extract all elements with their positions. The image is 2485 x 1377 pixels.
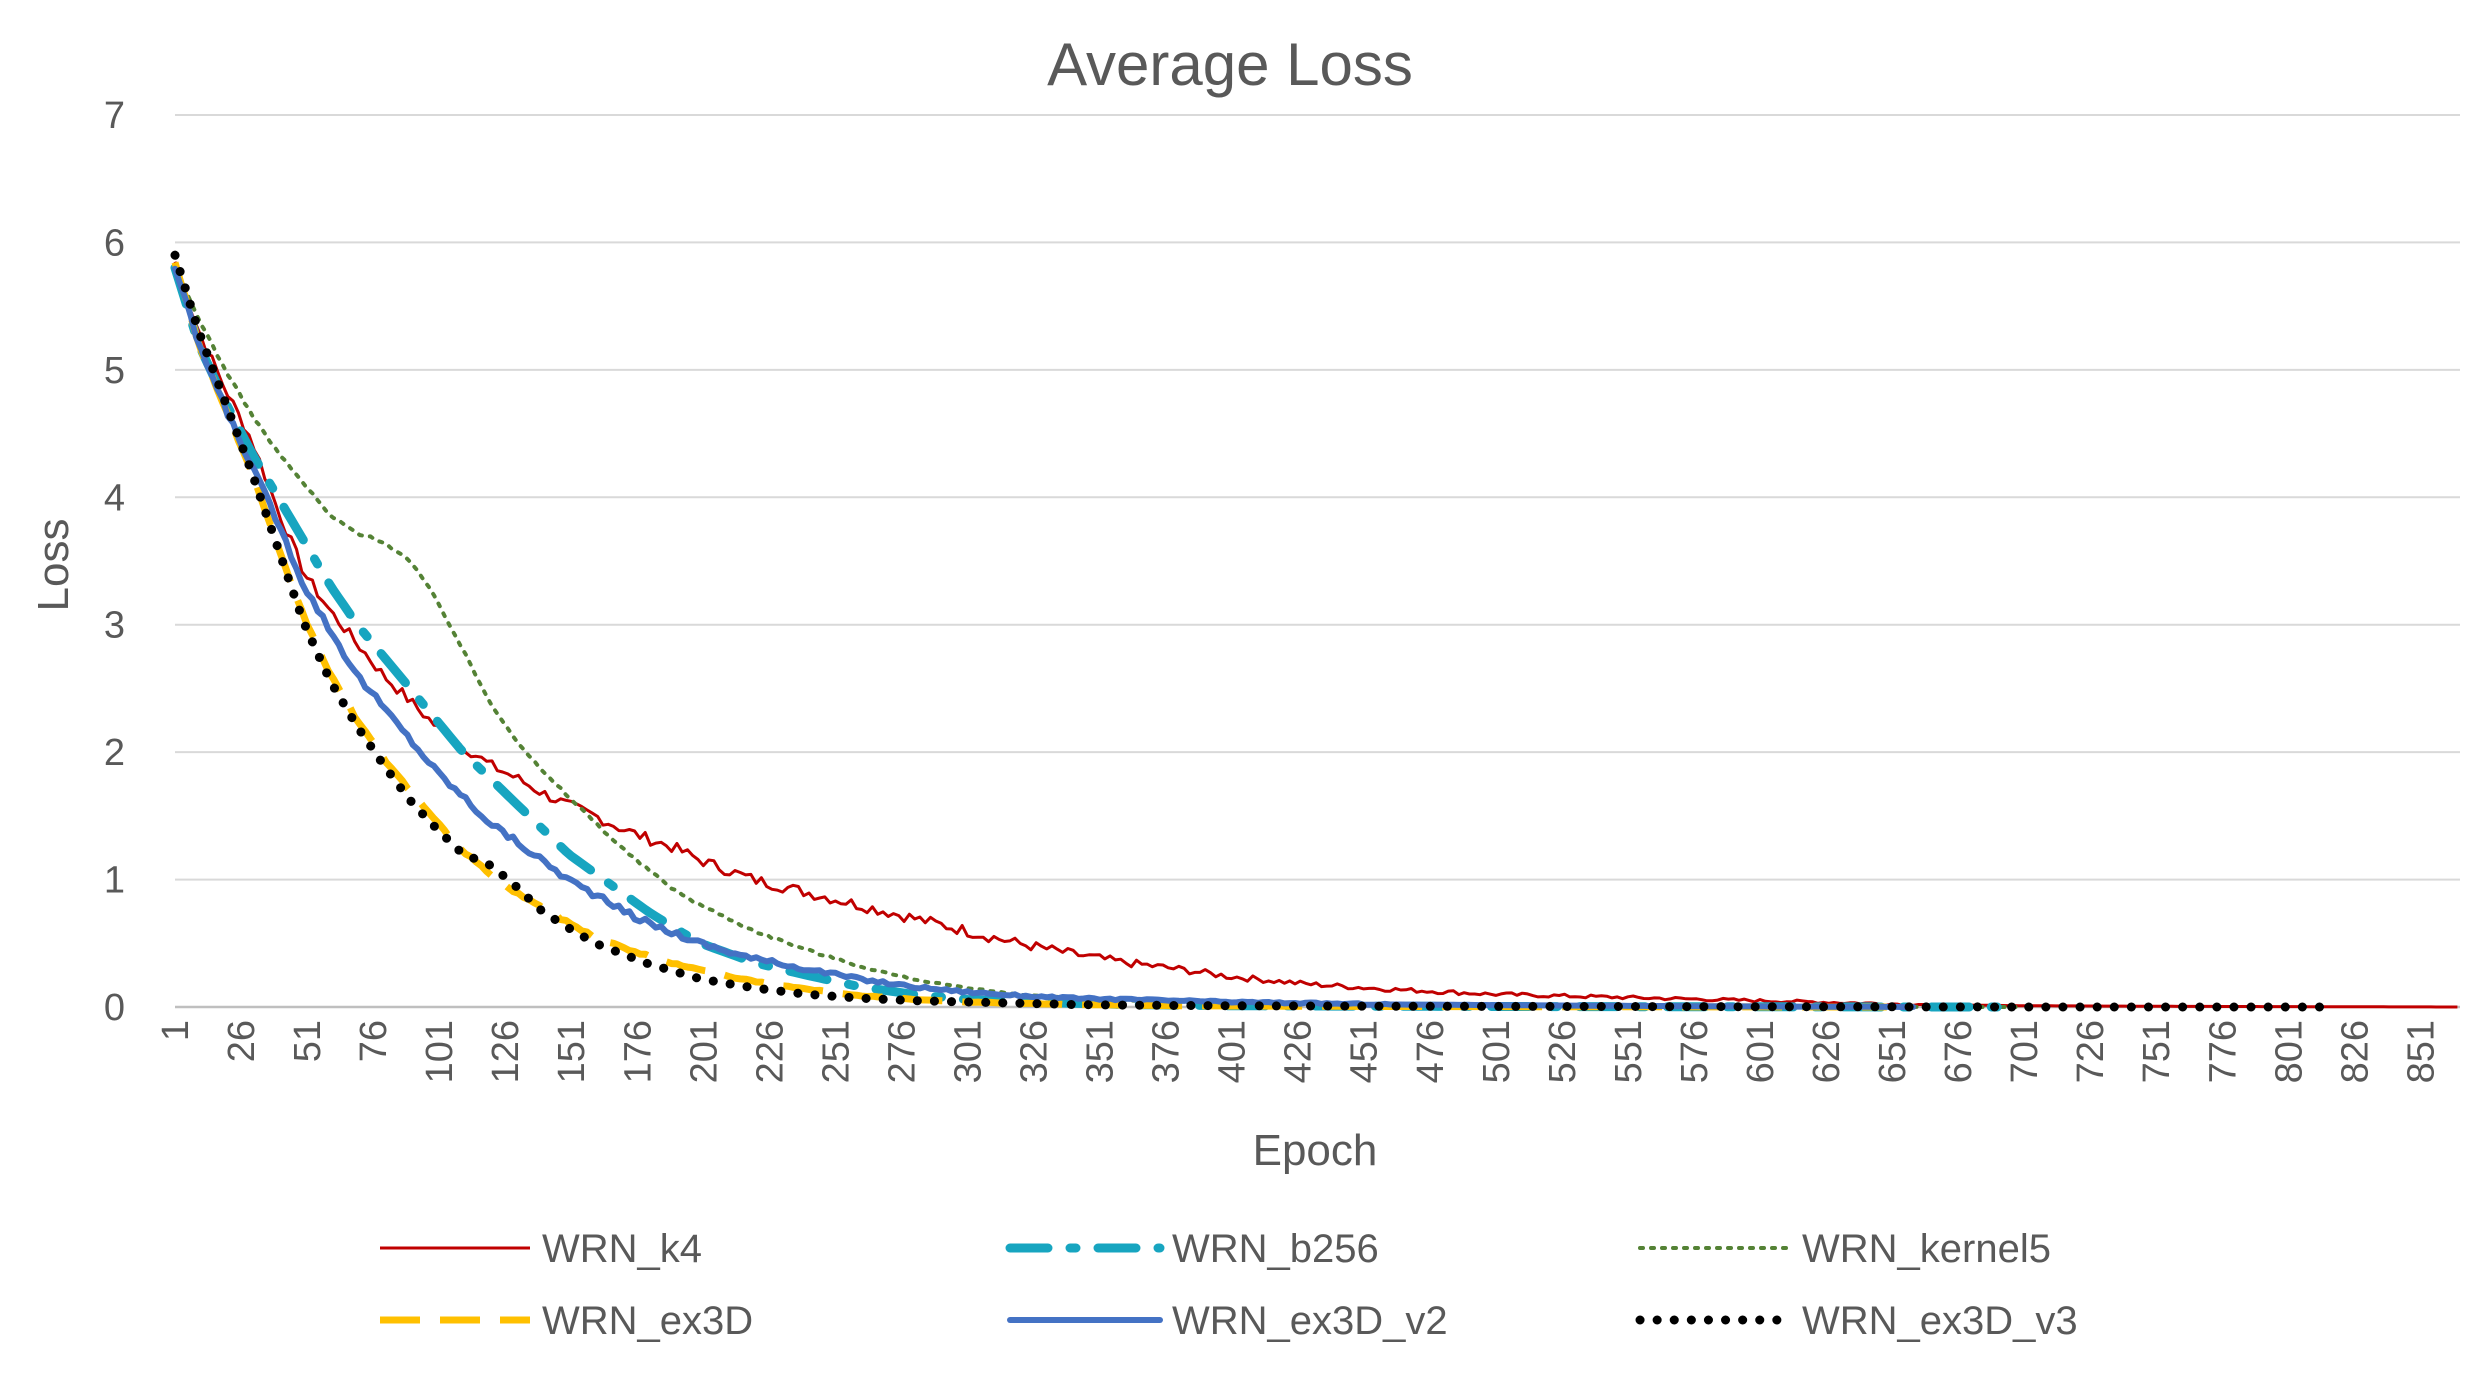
legend-label: WRN_ex3D_v3	[1802, 1299, 2078, 1343]
x-tick-label: 151	[551, 1020, 593, 1083]
y-tick-label: 1	[104, 860, 125, 902]
legend-label: WRN_ex3D	[542, 1299, 753, 1343]
x-tick-label: 251	[815, 1020, 857, 1083]
x-tick-label: 76	[353, 1020, 395, 1062]
chart-title: Average Loss	[1047, 31, 1413, 98]
x-tick-label: 426	[1278, 1020, 1320, 1083]
series-line-wrn-b256	[170, 263, 2024, 1012]
x-tick-label: 401	[1212, 1020, 1254, 1083]
y-tick-label: 2	[104, 732, 125, 774]
x-tick-label: 376	[1146, 1020, 1188, 1083]
y-axis-ticks: 0 1 2 3 4 5 6 7	[104, 95, 125, 1029]
x-tick-label: 626	[1806, 1020, 1848, 1083]
x-tick-label: 676	[1938, 1020, 1980, 1083]
x-tick-label: 776	[2202, 1020, 2244, 1083]
legend-label: WRN_ex3D_v2	[1172, 1299, 1448, 1343]
x-tick-label: 576	[1674, 1020, 1716, 1083]
x-tick-label: 701	[2004, 1020, 2046, 1083]
y-axis-title: Loss	[29, 519, 78, 612]
x-tick-label: 101	[419, 1020, 461, 1083]
legend-label: WRN_kernel5	[1802, 1227, 2051, 1271]
legend-item: WRN_b256	[1005, 1227, 1379, 1271]
y-tick-label: 0	[104, 987, 125, 1029]
x-tick-label: 451	[1344, 1020, 1386, 1083]
x-tick-label: 51	[287, 1020, 329, 1062]
series-lines	[170, 250, 2458, 1012]
x-axis-ticks: 1 26 51 76 101 126 151 176 201 226 251 276 301 326 351…	[155, 1020, 2442, 1083]
legend-item: WRN_ex3D_v3	[1635, 1299, 2078, 1343]
legend: WRN_k4 WRN_b256 WRN_kernel5 WRN_ex3D WRN_ex3…	[380, 1227, 2078, 1343]
x-tick-label: 201	[683, 1020, 725, 1083]
x-tick-label: 501	[1476, 1020, 1518, 1083]
legend-item: WRN_ex3D_v2	[1007, 1299, 1448, 1343]
legend-item: WRN_kernel5	[1638, 1227, 2051, 1271]
x-tick-label: 326	[1014, 1020, 1056, 1083]
x-tick-label: 851	[2400, 1020, 2442, 1083]
series-line-wrn-ex3d-v2	[172, 265, 1917, 1010]
x-tick-label: 26	[221, 1020, 263, 1062]
x-tick-label: 226	[749, 1020, 791, 1083]
x-tick-label: 1	[155, 1020, 197, 1041]
legend-label: WRN_b256	[1172, 1227, 1379, 1271]
x-tick-label: 726	[2070, 1020, 2112, 1083]
y-tick-label: 5	[104, 350, 125, 392]
x-tick-label: 551	[1608, 1020, 1650, 1083]
x-axis-title: Epoch	[1253, 1126, 1378, 1175]
x-tick-label: 601	[1740, 1020, 1782, 1083]
x-tick-label: 751	[2136, 1020, 2178, 1083]
x-tick-label: 801	[2268, 1020, 2310, 1083]
x-tick-label: 526	[1542, 1020, 1584, 1083]
y-tick-label: 6	[104, 222, 125, 264]
x-tick-label: 176	[617, 1020, 659, 1083]
y-tick-label: 7	[104, 95, 125, 137]
legend-label: WRN_k4	[542, 1227, 702, 1271]
x-tick-label: 276	[881, 1020, 923, 1083]
x-tick-label: 476	[1410, 1020, 1452, 1083]
x-tick-label: 301	[947, 1020, 989, 1083]
x-tick-label: 826	[2334, 1020, 2376, 1083]
y-tick-label: 4	[104, 477, 125, 519]
y-tick-label: 3	[104, 605, 125, 647]
legend-item: WRN_ex3D	[380, 1299, 753, 1343]
x-tick-label: 651	[1872, 1020, 1914, 1083]
legend-item: WRN_k4	[380, 1227, 702, 1271]
x-tick-label: 351	[1080, 1020, 1122, 1083]
x-tick-label: 126	[485, 1020, 527, 1083]
